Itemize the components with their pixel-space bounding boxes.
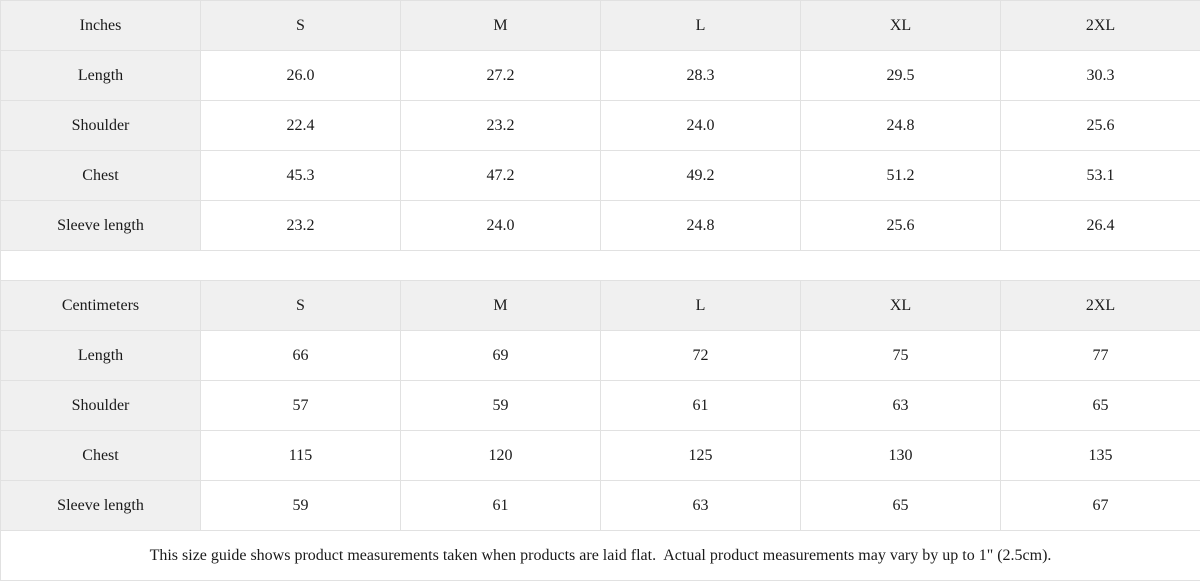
table-row: Chest 115 120 125 130 135 xyxy=(1,431,1200,481)
measurement-cell: 51.2 xyxy=(801,151,1001,201)
measurement-cell: 26.0 xyxy=(201,51,401,101)
size-header-xl: XL xyxy=(801,281,1001,331)
measurement-cell: 22.4 xyxy=(201,101,401,151)
measurement-cell: 67 xyxy=(1001,481,1200,531)
measurement-cell: 77 xyxy=(1001,331,1200,381)
measurement-cell: 24.8 xyxy=(801,101,1001,151)
measurement-cell: 125 xyxy=(601,431,801,481)
size-header-s: S xyxy=(201,281,401,331)
measurement-cell: 30.3 xyxy=(1001,51,1200,101)
table-row: Shoulder 22.4 23.2 24.0 24.8 25.6 xyxy=(1,101,1200,151)
row-label-cell: Length xyxy=(1,331,201,381)
measurement-cell: 130 xyxy=(801,431,1001,481)
measurement-cell: 59 xyxy=(401,381,601,431)
row-label-cell: Sleeve length xyxy=(1,201,201,251)
measurement-cell: 27.2 xyxy=(401,51,601,101)
size-header-m: M xyxy=(401,1,601,51)
size-header-2xl: 2XL xyxy=(1001,1,1200,51)
row-label-cell: Length xyxy=(1,51,201,101)
measurement-cell: 24.0 xyxy=(601,101,801,151)
row-label-cell: Sleeve length xyxy=(1,481,201,531)
table-row: Length 26.0 27.2 28.3 29.5 30.3 xyxy=(1,51,1200,101)
size-header-m: M xyxy=(401,281,601,331)
centimeters-unit-header: Centimeters xyxy=(1,281,201,331)
measurement-cell: 63 xyxy=(801,381,1001,431)
measurement-cell: 26.4 xyxy=(1001,201,1200,251)
table-gap xyxy=(1,251,1200,281)
measurement-cell: 66 xyxy=(201,331,401,381)
measurement-cell: 23.2 xyxy=(201,201,401,251)
footnote-row: This size guide shows product measuremen… xyxy=(1,531,1200,581)
table-row: Sleeve length 23.2 24.0 24.8 25.6 26.4 xyxy=(1,201,1200,251)
measurement-cell: 61 xyxy=(601,381,801,431)
measurement-cell: 29.5 xyxy=(801,51,1001,101)
table-row: Length 66 69 72 75 77 xyxy=(1,331,1200,381)
measurement-cell: 23.2 xyxy=(401,101,601,151)
table-row: Sleeve length 59 61 63 65 67 xyxy=(1,481,1200,531)
measurement-cell: 28.3 xyxy=(601,51,801,101)
measurement-cell: 63 xyxy=(601,481,801,531)
inches-header-row: Inches S M L XL 2XL xyxy=(1,1,1200,51)
measurement-cell: 25.6 xyxy=(1001,101,1200,151)
measurement-cell: 57 xyxy=(201,381,401,431)
measurement-cell: 135 xyxy=(1001,431,1200,481)
row-label-cell: Chest xyxy=(1,151,201,201)
row-label-cell: Shoulder xyxy=(1,101,201,151)
measurement-cell: 65 xyxy=(801,481,1001,531)
measurement-cell: 47.2 xyxy=(401,151,601,201)
spacer-row xyxy=(1,251,1200,281)
row-label-cell: Shoulder xyxy=(1,381,201,431)
measurement-cell: 61 xyxy=(401,481,601,531)
size-header-xl: XL xyxy=(801,1,1001,51)
measurement-cell: 72 xyxy=(601,331,801,381)
size-guide-footnote: This size guide shows product measuremen… xyxy=(1,531,1200,581)
size-header-s: S xyxy=(201,1,401,51)
centimeters-header-row: Centimeters S M L XL 2XL xyxy=(1,281,1200,331)
inches-unit-header: Inches xyxy=(1,1,201,51)
measurement-cell: 24.0 xyxy=(401,201,601,251)
size-header-l: L xyxy=(601,1,801,51)
measurement-cell: 115 xyxy=(201,431,401,481)
size-header-2xl: 2XL xyxy=(1001,281,1200,331)
measurement-cell: 25.6 xyxy=(801,201,1001,251)
table-row: Shoulder 57 59 61 63 65 xyxy=(1,381,1200,431)
measurement-cell: 59 xyxy=(201,481,401,531)
measurement-cell: 24.8 xyxy=(601,201,801,251)
measurement-cell: 75 xyxy=(801,331,1001,381)
measurement-cell: 45.3 xyxy=(201,151,401,201)
row-label-cell: Chest xyxy=(1,431,201,481)
measurement-cell: 49.2 xyxy=(601,151,801,201)
measurement-cell: 65 xyxy=(1001,381,1200,431)
measurement-cell: 53.1 xyxy=(1001,151,1200,201)
size-header-l: L xyxy=(601,281,801,331)
measurement-cell: 120 xyxy=(401,431,601,481)
table-row: Chest 45.3 47.2 49.2 51.2 53.1 xyxy=(1,151,1200,201)
measurement-cell: 69 xyxy=(401,331,601,381)
